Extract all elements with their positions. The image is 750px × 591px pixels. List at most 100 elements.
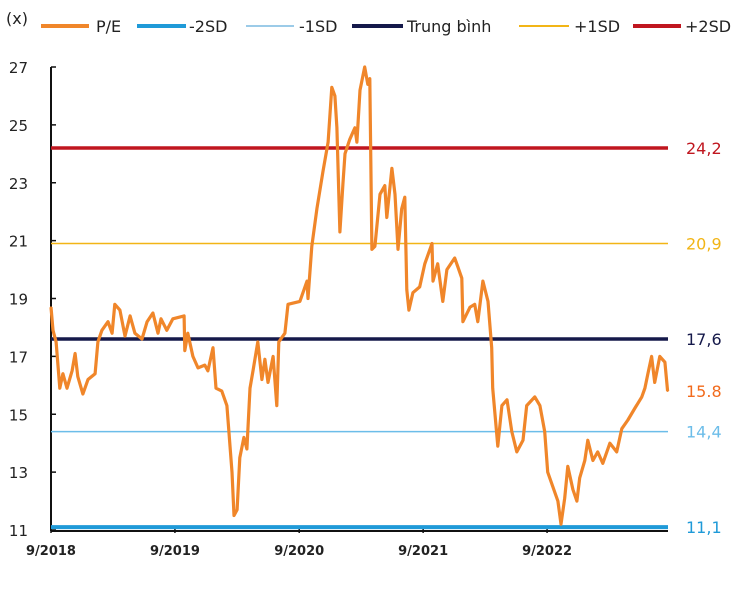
- data-point: [586, 439, 589, 442]
- data-point: [197, 367, 199, 369]
- data-point: [306, 280, 308, 283]
- y-tick-label: 13: [9, 464, 28, 482]
- data-point: [576, 500, 578, 502]
- data-point: [307, 297, 309, 300]
- reference-label-trung-bình: 17,6: [686, 330, 722, 349]
- y-tick-label: 23: [9, 175, 28, 193]
- data-point: [298, 300, 301, 303]
- data-point: [107, 320, 109, 323]
- data-point: [596, 450, 599, 453]
- data-point: [412, 291, 414, 294]
- data-point: [546, 471, 549, 474]
- data-point: [113, 303, 116, 306]
- data-point: [423, 262, 426, 265]
- data-point: [252, 369, 254, 372]
- data-point: [272, 355, 274, 358]
- data-point: [220, 390, 223, 392]
- data-point: [238, 456, 241, 459]
- data-point: [151, 312, 154, 314]
- y-tick-label: 17: [9, 348, 28, 366]
- data-point: [400, 207, 403, 210]
- legend-label-pe: P/E: [96, 17, 121, 36]
- data-point: [129, 314, 132, 317]
- data-point: [55, 341, 57, 343]
- data-point: [183, 349, 186, 352]
- data-point: [246, 448, 248, 450]
- data-point: [481, 280, 484, 283]
- data-point: [394, 193, 396, 196]
- data-point: [287, 303, 289, 306]
- data-point: [432, 280, 434, 283]
- data-point: [522, 439, 524, 442]
- data-point: [356, 141, 358, 144]
- data-point: [76, 375, 79, 378]
- data-point: [160, 317, 162, 320]
- data-point: [543, 430, 546, 433]
- data-point: [82, 393, 84, 395]
- data-point: [236, 508, 238, 511]
- data-point: [608, 442, 611, 445]
- data-point: [353, 126, 356, 129]
- data-point: [501, 404, 503, 407]
- data-point: [592, 459, 594, 462]
- series: 15.8: [49, 65, 722, 526]
- data-point: [171, 317, 174, 320]
- data-point: [368, 77, 371, 80]
- reference-label-minus2sd: 11,1: [686, 518, 722, 537]
- data-point: [342, 181, 344, 184]
- data-point: [58, 387, 61, 390]
- data-point: [525, 404, 528, 407]
- data-point: [275, 404, 278, 407]
- data-point: [453, 257, 456, 259]
- data-point: [560, 523, 562, 526]
- legend: (x) P/E -2SD -1SD Trung bình +1SD +2SD: [6, 9, 731, 36]
- data-point: [119, 309, 121, 311]
- x-tick-label: 9/2022: [522, 544, 572, 559]
- data-point: [339, 231, 341, 233]
- data-point: [315, 207, 318, 210]
- reference-label-plus2sd: 24,2: [686, 139, 722, 158]
- y-tick-label: 27: [9, 59, 28, 77]
- data-point: [183, 314, 185, 317]
- data-point: [666, 390, 669, 392]
- data-point: [506, 398, 508, 401]
- data-point: [650, 355, 653, 358]
- data-point: [233, 514, 235, 517]
- data-point: [146, 320, 148, 323]
- data-point: [310, 245, 313, 248]
- data-point: [359, 89, 361, 92]
- data-point: [436, 262, 439, 265]
- data-point: [456, 265, 459, 268]
- data-point: [533, 395, 536, 398]
- legend-label-plus1sd: +1SD: [574, 17, 620, 36]
- data-point: [231, 471, 233, 474]
- data-point: [370, 248, 373, 251]
- data-point: [566, 465, 569, 468]
- data-point: [256, 341, 259, 343]
- data-point: [228, 430, 230, 433]
- y-tick-label: 25: [9, 117, 28, 135]
- data-point: [571, 488, 574, 491]
- data-point: [87, 378, 89, 381]
- x-tick-label: 9/2018: [26, 544, 76, 559]
- data-point: [418, 286, 421, 288]
- data-point: [583, 459, 586, 462]
- data-point: [203, 364, 206, 366]
- y-tick-label: 21: [9, 233, 28, 251]
- data-point: [626, 419, 629, 421]
- data-point: [491, 387, 494, 390]
- data-point: [379, 193, 381, 196]
- data-point: [66, 387, 68, 390]
- data-point: [640, 395, 643, 398]
- data-point: [510, 430, 513, 433]
- data-point: [52, 329, 54, 332]
- data-point: [383, 184, 386, 187]
- data-point: [333, 95, 336, 97]
- data-point: [225, 404, 228, 407]
- data-point: [267, 381, 269, 384]
- data-point: [490, 346, 493, 349]
- data-point: [344, 152, 346, 155]
- data-point: [366, 83, 369, 86]
- data-point: [61, 372, 64, 375]
